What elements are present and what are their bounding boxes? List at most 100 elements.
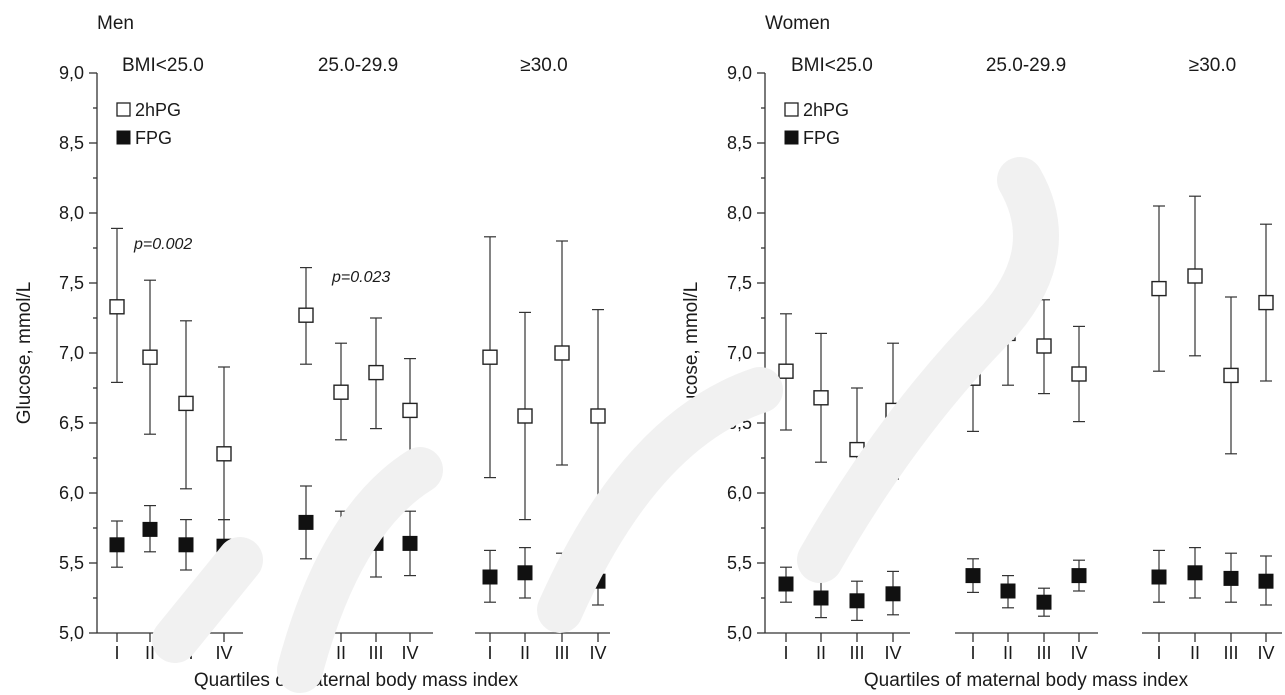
point-2hpg [965,370,981,386]
y-tick-label: 7,0 [59,343,84,363]
x-tick-label: III [178,643,193,663]
x-tick-label: IV [401,643,418,663]
point-2hpg [1223,367,1239,384]
point-2hpg [178,395,194,412]
y-tick-label: 6,5 [727,413,752,433]
legend-entry-label: 2hPG [135,100,181,120]
point-fpg [368,535,384,551]
point-fpg [402,535,418,551]
group-label: 25.0-29.9 [986,55,1066,76]
point-fpg [1223,570,1239,586]
group-2: ≥30.0I II III IV [475,55,610,663]
legend-entry-label: FPG [803,128,840,148]
legend: 2hPG FPG [116,100,181,148]
point-fpg [333,534,349,550]
point-fpg [778,576,794,592]
point-2hpg [142,349,158,365]
y-tick-label: 6,0 [727,483,752,503]
point-2hpg [590,408,606,424]
x-tick-label: II [1003,643,1013,663]
x-tick-label: III [368,643,383,663]
point-2hpg [298,307,314,323]
point-fpg [813,590,829,606]
y-tick-label: 7,0 [727,343,752,363]
legend-filled-square-marker [784,130,799,145]
point-fpg [298,514,314,530]
point-fpg [554,570,570,586]
point-2hpg [885,402,901,419]
point-fpg [1071,568,1087,584]
point-2hpg [1187,268,1203,284]
y-tick-label: 5,0 [727,623,752,643]
x-tick-label: III [554,643,569,663]
point-fpg [109,537,125,553]
point-fpg [216,538,232,554]
x-tick-label: III [849,643,864,663]
point-fpg [1187,565,1203,581]
legend-entry-label: FPG [135,128,172,148]
group-label: BMI<25.0 [791,55,873,76]
chart-panel-1: Women 5,0 5,5 6,0 6,5 7,0 7,5 8,0 8,5 9,0 Glucose,… [681,13,1282,691]
y-tick-label: 6,0 [59,483,84,503]
point-fpg [1036,594,1052,610]
p-value-annotation: p=0.002 [133,236,192,253]
point-2hpg [554,345,570,361]
legend-filled-square-marker [116,130,131,145]
point-2hpg [482,349,498,365]
x-tick-label: IV [215,643,232,663]
x-tick-label: I [1156,643,1161,663]
point-2hpg [333,384,349,400]
y-tick-label: 8,0 [59,203,84,223]
point-fpg [1151,569,1167,585]
point-fpg [590,573,606,589]
group-label: BMI<25.0 [122,55,204,76]
point-2hpg [216,446,232,462]
y-tick-label: 7,5 [727,273,752,293]
y-tick-label: 9,0 [59,63,84,83]
point-2hpg [402,402,418,419]
y-tick-label: 5,0 [59,623,84,643]
legend-open-square-marker [784,102,799,117]
x-tick-label: II [1190,643,1200,663]
point-2hpg [368,364,384,381]
x-tick-label: I [970,643,975,663]
x-tick-label: III [1036,643,1051,663]
point-fpg [142,521,158,537]
y-axis-title: Glucose, mmol/L [681,282,702,425]
legend: 2hPG FPG [784,100,849,148]
x-tick-label: I [783,643,788,663]
x-tick-label: IV [884,643,901,663]
group-2: ≥30.0I II III IV [1142,55,1282,663]
point-fpg [482,569,498,585]
point-fpg [1258,573,1274,589]
point-2hpg [1036,338,1052,354]
y-tick-label: 8,0 [727,203,752,223]
point-2hpg [1258,294,1274,311]
panel-title: Men [97,13,134,34]
point-2hpg [1000,325,1016,342]
x-tick-label: IV [589,643,606,663]
point-fpg [965,568,981,584]
panel-title: Women [765,13,830,34]
x-tick-label: II [520,643,530,663]
y-tick-label: 8,5 [59,133,84,153]
point-2hpg [1071,366,1087,382]
legend-open-square-marker [116,102,131,117]
point-2hpg [109,299,125,315]
point-2hpg [1151,280,1167,297]
y-tick-label: 5,5 [727,553,752,573]
chart-panel-0: Men 5,0 5,5 6,0 6,5 7,0 7,5 8,0 8,5 9,0 Glucose, m… [14,13,610,691]
point-fpg [517,565,533,581]
point-2hpg [849,441,865,458]
legend-entry-label: 2hPG [803,100,849,120]
x-tick-label: IV [1257,643,1274,663]
x-tick-label: II [145,643,155,663]
x-tick-label: II [336,643,346,663]
y-tick-label: 7,5 [59,273,84,293]
y-tick-label: 8,5 [727,133,752,153]
y-axis-title: Glucose, mmol/L [14,282,35,425]
group-1: 25.0-29.9I II III IV [955,55,1098,663]
x-tick-label: II [816,643,826,663]
x-tick-label: IV [1070,643,1087,663]
